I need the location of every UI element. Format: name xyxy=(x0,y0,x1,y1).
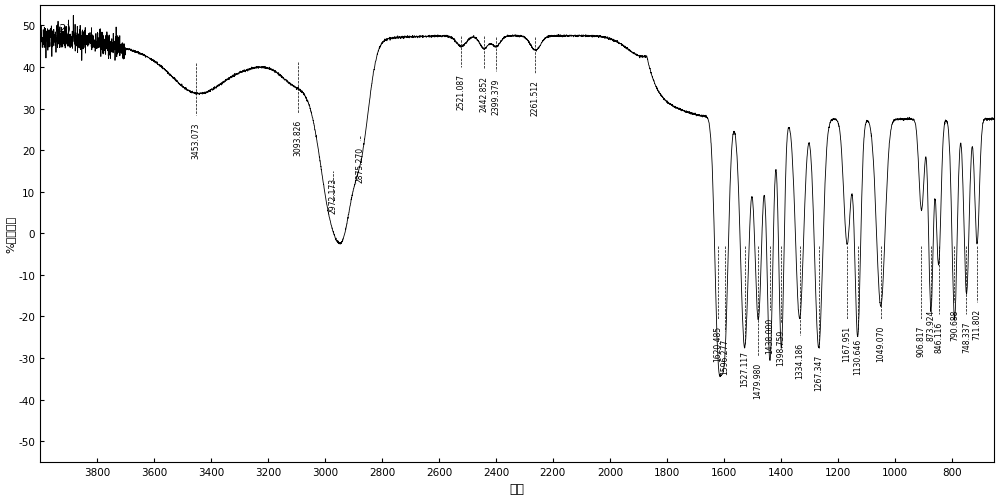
Text: 2442.852: 2442.852 xyxy=(479,76,488,112)
Y-axis label: %透射光谱: %透射光谱 xyxy=(6,215,16,253)
Text: 790.688: 790.688 xyxy=(950,309,959,340)
Text: 1438.000: 1438.000 xyxy=(765,317,774,353)
Text: 748.337: 748.337 xyxy=(962,321,971,352)
Text: 1398.759: 1398.759 xyxy=(777,329,786,365)
Text: 711.802: 711.802 xyxy=(972,309,981,340)
Text: 3093.826: 3093.826 xyxy=(294,120,303,156)
Text: 846.116: 846.116 xyxy=(934,321,943,352)
X-axis label: 波数: 波数 xyxy=(510,482,525,495)
Text: 2875.270: 2875.270 xyxy=(356,147,365,183)
Text: 1596.277: 1596.277 xyxy=(720,338,729,374)
Text: 3453.073: 3453.073 xyxy=(191,122,200,158)
Text: 1167.951: 1167.951 xyxy=(842,325,851,361)
Text: 906.817: 906.817 xyxy=(917,325,926,356)
Text: 2972.173: 2972.173 xyxy=(328,178,337,214)
Text: 873.924: 873.924 xyxy=(926,309,935,340)
Text: 1334.186: 1334.186 xyxy=(795,342,804,378)
Text: 2399.379: 2399.379 xyxy=(492,78,501,115)
Text: 1130.646: 1130.646 xyxy=(853,338,862,374)
Text: 1527.117: 1527.117 xyxy=(740,350,749,386)
Text: 1479.980: 1479.980 xyxy=(753,363,762,399)
Text: 1267.347: 1267.347 xyxy=(814,354,823,390)
Text: (2): (2) xyxy=(55,24,71,34)
Text: 2521.087: 2521.087 xyxy=(457,74,466,110)
Text: 2261.512: 2261.512 xyxy=(531,80,540,116)
Text: 1620.485: 1620.485 xyxy=(713,325,722,361)
Text: 1049.070: 1049.070 xyxy=(876,325,885,361)
